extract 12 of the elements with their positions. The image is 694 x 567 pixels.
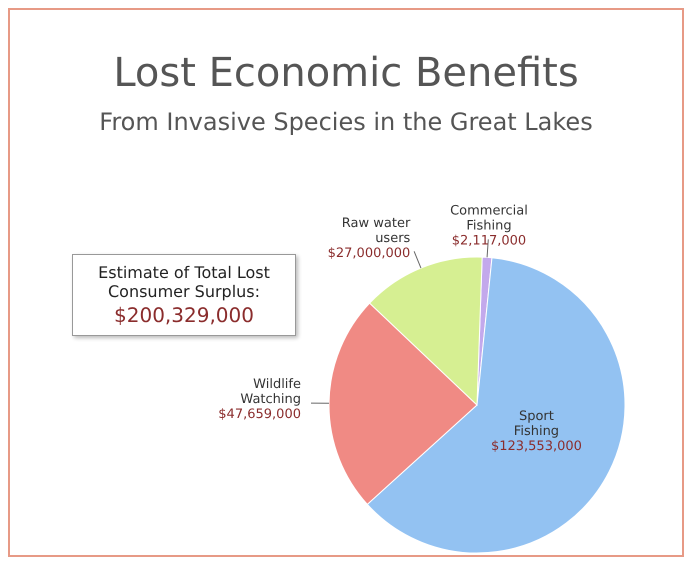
text: Estimate of Total Lost Consumer Surplus: [97,263,271,301]
data-label: $123,553,000 [490,439,582,454]
chart-subtitle: From Invasive Species in the Great Lakes [98,108,594,136]
slice-label: Wildlife Watching [240,376,302,407]
data-label: $47,659,000 [218,406,302,422]
slice-label: Commercial Fishing [450,203,528,234]
slice-label: Raw water users [342,216,411,246]
text: $200,329,000 [113,303,255,327]
data-label: $2,117,000 [452,233,526,248]
data-label: $27,000,000 [328,246,410,262]
chart-title: Lost Economic Benefits [112,50,580,96]
slice-label: Sport Fishing [514,409,560,440]
